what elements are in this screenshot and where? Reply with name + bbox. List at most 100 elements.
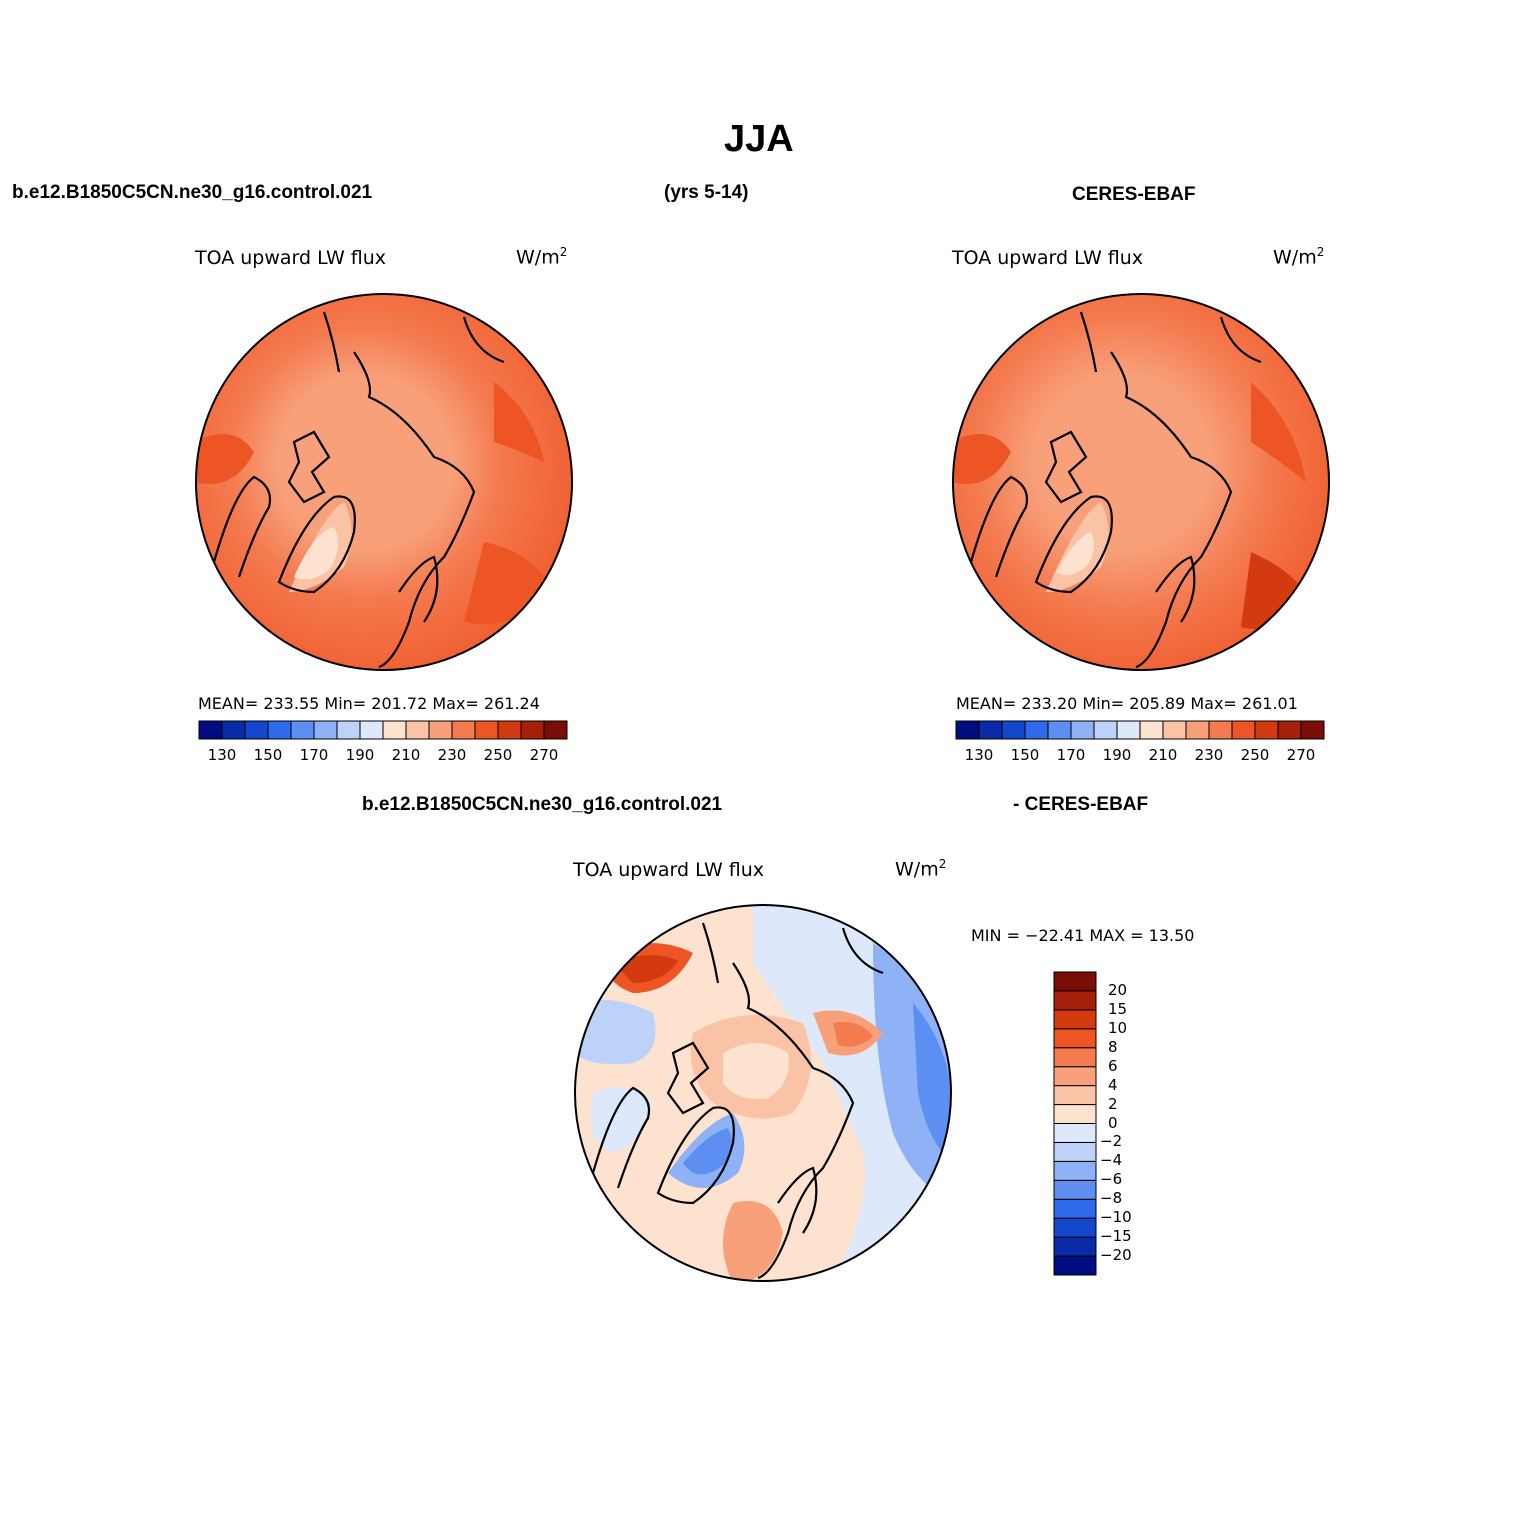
diff-colorbar-swatch <box>1053 1028 1097 1049</box>
diff-colorbar <box>1053 971 1097 1276</box>
diff-stats: MIN = −22.41 MAX = 13.50 <box>971 926 1195 945</box>
model-variable-label: TOA upward LW flux <box>195 247 387 269</box>
obs-colorbar-swatch <box>1231 720 1256 740</box>
obs-colorbar-tick-label: 190 <box>1102 746 1132 764</box>
obs-name-right: CERES-EBAF <box>1072 184 1196 205</box>
model-colorbar-swatch <box>244 720 269 740</box>
diff-colorbar-tick-label: −8 <box>1100 1189 1123 1208</box>
obs-colorbar-swatch <box>1300 720 1325 740</box>
diff-case-name: b.e12.B1850C5CN.ne30_g16.control.021 <box>362 794 723 815</box>
model-colorbar-swatch <box>359 720 384 740</box>
obs-colorbar-swatch <box>1277 720 1302 740</box>
diff-colorbar-tick-label: −20 <box>1100 1246 1132 1265</box>
diff-colorbar-tick-label: −10 <box>1100 1208 1132 1227</box>
obs-colorbar-swatch <box>1254 720 1279 740</box>
model-colorbar-swatch <box>405 720 430 740</box>
model-colorbar-labels: 130 150 170 190 210 230 250 270 <box>199 746 567 766</box>
model-units-exp: 2 <box>559 245 568 259</box>
diff-colorbar-swatch <box>1053 1123 1097 1143</box>
obs-variable-label: TOA upward LW flux <box>952 247 1144 269</box>
model-units-base: W/m <box>516 246 560 269</box>
model-colorbar-swatch <box>313 720 338 740</box>
diff-colorbar-swatch <box>1053 1141 1097 1162</box>
model-colorbar-swatch <box>474 720 499 740</box>
obs-polar-map <box>952 293 1330 671</box>
model-polar-map <box>195 293 573 671</box>
diff-colorbar-tick-label: −15 <box>1100 1227 1132 1246</box>
years-label: (yrs 5-14) <box>664 182 749 203</box>
model-colorbar-tick-label: 230 <box>437 746 467 764</box>
obs-colorbar-tick-label: 230 <box>1194 746 1224 764</box>
obs-colorbar-swatch <box>955 720 980 740</box>
diff-colorbar-swatch <box>1053 1179 1097 1200</box>
diff-colorbar-tick-label: −4 <box>1100 1151 1123 1170</box>
model-colorbar-swatch <box>451 720 476 740</box>
diff-colorbar-tick-label: 4 <box>1108 1075 1118 1094</box>
case-name-left: b.e12.B1850C5CN.ne30_g16.control.021 <box>12 182 373 203</box>
obs-colorbar-swatch <box>978 720 1003 740</box>
obs-units-exp: 2 <box>1316 245 1325 259</box>
diff-colorbar-swatch <box>1053 1009 1097 1030</box>
obs-colorbar-swatch <box>1047 720 1072 740</box>
diff-units-label: W/m2 <box>895 857 946 880</box>
model-colorbar-swatch <box>221 720 246 740</box>
diff-colorbar-swatch <box>1053 1217 1097 1238</box>
obs-colorbar-swatch <box>1139 720 1164 740</box>
obs-colorbar-tick-label: 130 <box>964 746 994 764</box>
obs-colorbar <box>955 720 1325 740</box>
page-title: JJA <box>724 118 794 160</box>
obs-colorbar-swatch <box>1116 720 1141 740</box>
model-colorbar-swatch <box>290 720 315 740</box>
diff-colorbar-swatch <box>1053 1047 1097 1068</box>
obs-colorbar-tick-label: 270 <box>1286 746 1316 764</box>
obs-colorbar-swatch <box>1093 720 1118 740</box>
diff-colorbar-swatch <box>1053 990 1097 1011</box>
diff-colorbar-tick-label: 2 <box>1108 1094 1118 1113</box>
diff-units-base: W/m <box>895 858 939 881</box>
obs-colorbar-swatch <box>1001 720 1026 740</box>
model-colorbar-tick-label: 190 <box>345 746 375 764</box>
obs-colorbar-tick-label: 250 <box>1240 746 1270 764</box>
model-colorbar-swatch <box>267 720 292 740</box>
model-colorbar-tick-label: 130 <box>207 746 237 764</box>
diff-colorbar-tick-label: 15 <box>1108 999 1128 1018</box>
obs-units-base: W/m <box>1273 246 1317 269</box>
diff-polar-map <box>574 904 952 1282</box>
obs-units-label: W/m2 <box>1273 245 1324 268</box>
diff-colorbar-labels: 20 15 10 8 6 4 2 0 −2 −4 −6 −8 −10 −15 −20 <box>1100 971 1180 1276</box>
obs-colorbar-tick-label: 150 <box>1010 746 1040 764</box>
obs-colorbar-labels: 130 150 170 190 210 230 250 270 <box>956 746 1324 766</box>
diff-obs-name: - CERES-EBAF <box>1013 794 1149 815</box>
diff-variable-label: TOA upward LW flux <box>573 859 765 881</box>
model-stats: MEAN= 233.55 Min= 201.72 Max= 261.24 <box>198 694 540 713</box>
diff-colorbar-tick-label: −6 <box>1100 1170 1123 1189</box>
diff-colorbar-tick-label: 20 <box>1108 980 1128 999</box>
model-colorbar-tick-label: 170 <box>299 746 329 764</box>
diff-colorbar-tick-label: −2 <box>1100 1132 1123 1151</box>
model-colorbar-tick-label: 150 <box>253 746 283 764</box>
model-colorbar-tick-label: 250 <box>483 746 513 764</box>
diff-colorbar-tick-label: 0 <box>1108 1113 1118 1132</box>
obs-colorbar-swatch <box>1185 720 1210 740</box>
obs-colorbar-swatch <box>1024 720 1049 740</box>
model-colorbar-tick-label: 210 <box>391 746 421 764</box>
model-colorbar-tick-label: 270 <box>529 746 559 764</box>
model-colorbar <box>198 720 568 740</box>
model-colorbar-swatch <box>520 720 545 740</box>
diff-colorbar-tick-label: 6 <box>1108 1056 1118 1075</box>
diff-colorbar-swatch <box>1053 971 1097 992</box>
obs-colorbar-tick-label: 170 <box>1056 746 1086 764</box>
obs-colorbar-tick-label: 210 <box>1148 746 1178 764</box>
diff-colorbar-swatch <box>1053 1255 1097 1276</box>
obs-colorbar-swatch <box>1070 720 1095 740</box>
diff-colorbar-swatch <box>1053 1198 1097 1219</box>
model-colorbar-swatch <box>336 720 361 740</box>
model-colorbar-swatch <box>497 720 522 740</box>
diff-colorbar-swatch <box>1053 1160 1097 1181</box>
model-units-label: W/m2 <box>516 245 567 268</box>
model-colorbar-swatch <box>198 720 223 740</box>
diff-units-exp: 2 <box>938 857 947 871</box>
model-colorbar-swatch <box>543 720 568 740</box>
diff-colorbar-swatch <box>1053 1104 1097 1124</box>
obs-colorbar-swatch <box>1208 720 1233 740</box>
